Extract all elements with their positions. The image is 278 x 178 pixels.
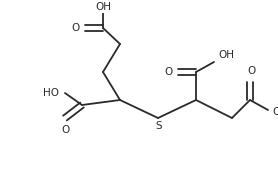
- Text: S: S: [156, 121, 162, 131]
- Text: O: O: [165, 67, 173, 77]
- Text: HO: HO: [43, 88, 59, 98]
- Text: OH: OH: [95, 2, 111, 12]
- Text: O: O: [72, 23, 80, 33]
- Text: O: O: [248, 66, 256, 76]
- Text: O: O: [62, 125, 70, 135]
- Text: OH: OH: [272, 107, 278, 117]
- Text: OH: OH: [218, 50, 234, 60]
